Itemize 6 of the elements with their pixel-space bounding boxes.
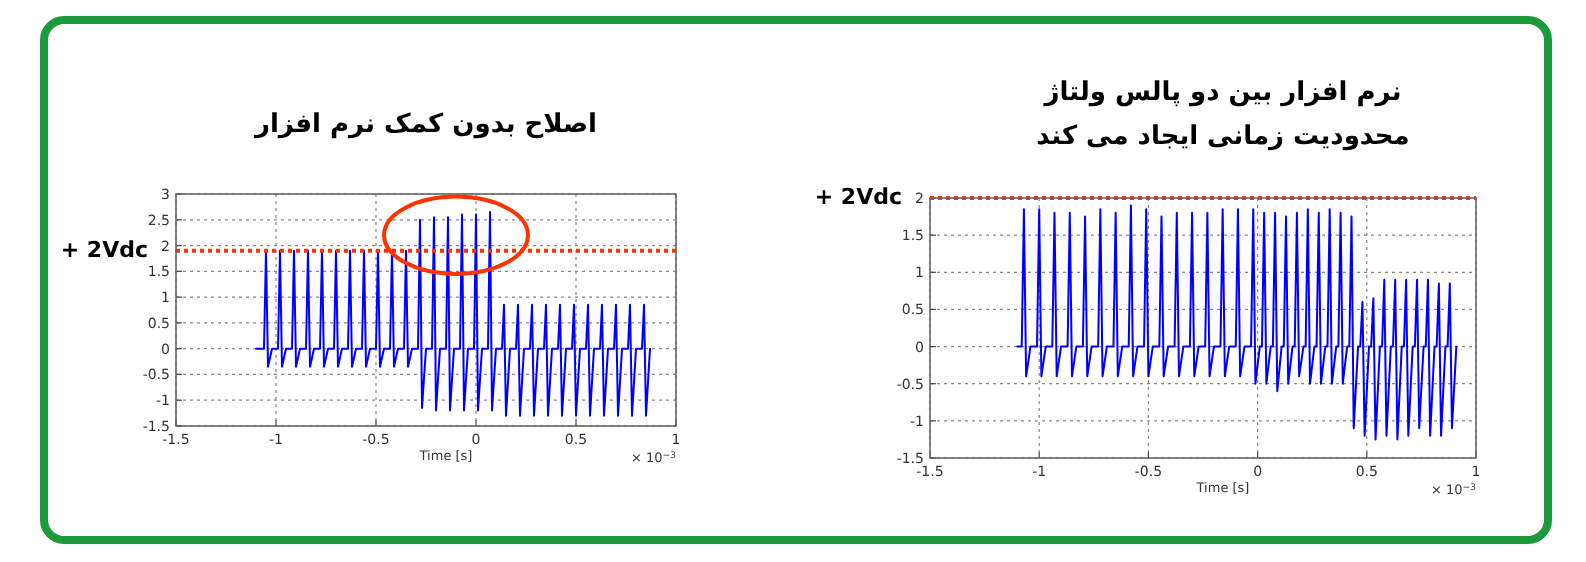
chart-title: نرم افزار بین دو پالس ولتاژ محدودیت زمانی ایجاد می کند: [1036, 78, 1410, 152]
line-series: [1016, 204, 1458, 441]
chart-title: اصلاح بدون کمک نرم افزار: [252, 110, 598, 140]
line-series: [255, 211, 651, 417]
ref-line-label: + 2Vdc: [60, 236, 148, 263]
ref-line-label: + 2Vdc: [814, 184, 902, 210]
